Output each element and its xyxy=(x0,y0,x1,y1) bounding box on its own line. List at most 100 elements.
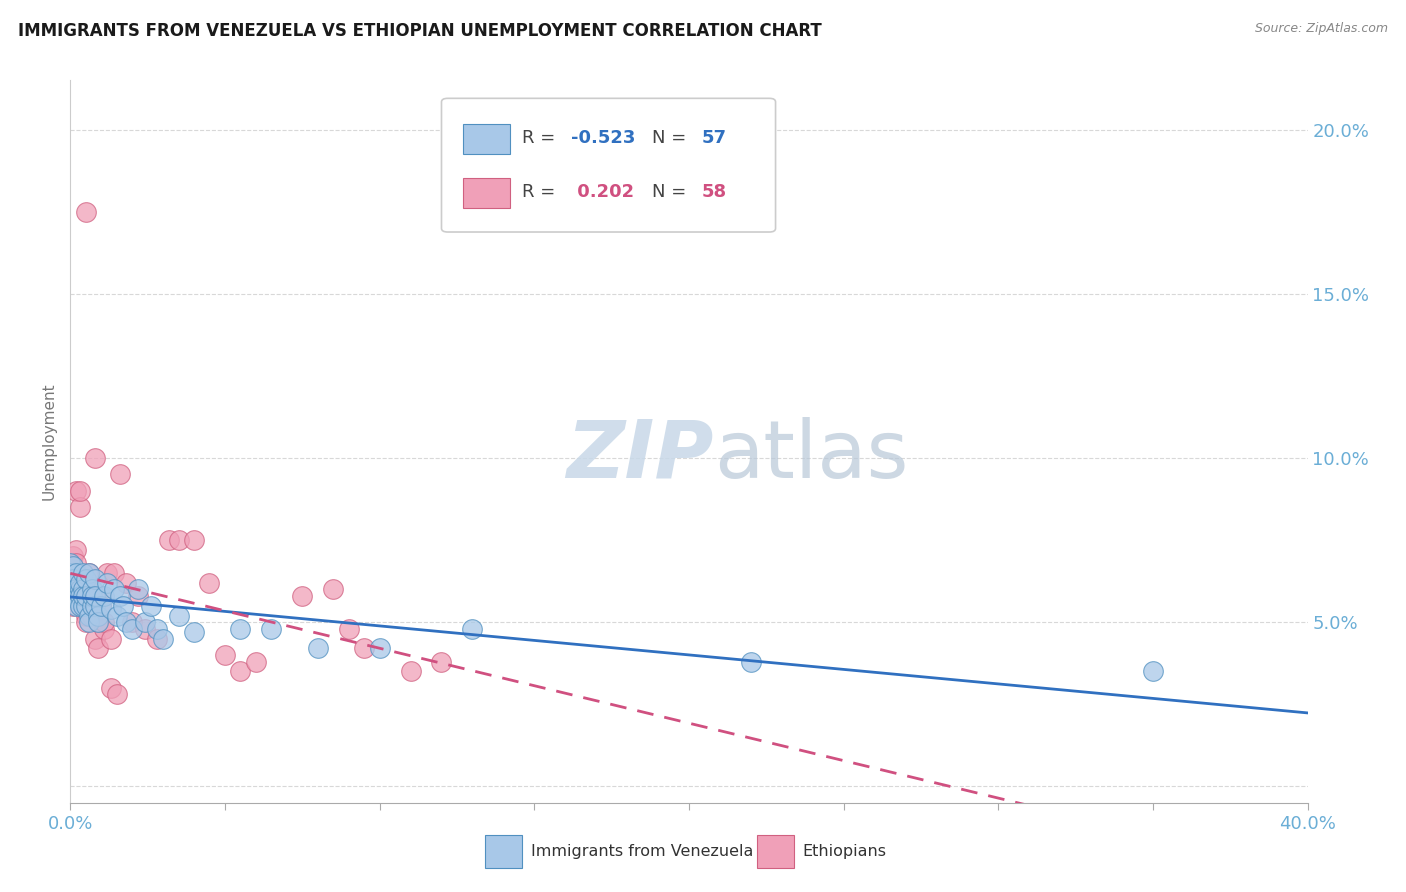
Text: ZIP: ZIP xyxy=(567,417,714,495)
Point xyxy=(65,483,87,498)
Point xyxy=(127,589,149,603)
Point xyxy=(77,615,100,630)
Point xyxy=(430,655,453,669)
Point xyxy=(134,622,156,636)
Point xyxy=(65,566,87,580)
Point xyxy=(80,582,103,597)
Point xyxy=(69,575,91,590)
Point xyxy=(77,566,100,580)
Point xyxy=(65,592,87,607)
Point xyxy=(75,615,97,630)
Point xyxy=(72,599,94,613)
Point xyxy=(77,566,100,580)
Point xyxy=(62,582,84,597)
Point xyxy=(337,622,360,636)
Point xyxy=(121,622,143,636)
Point xyxy=(62,589,84,603)
Point xyxy=(322,582,344,597)
Point xyxy=(59,556,82,570)
Point xyxy=(103,582,125,597)
Point xyxy=(80,608,103,623)
Point xyxy=(353,641,375,656)
Point xyxy=(75,573,97,587)
Point xyxy=(198,575,221,590)
Point xyxy=(62,582,84,597)
Point xyxy=(75,599,97,613)
Point xyxy=(84,589,107,603)
Point xyxy=(59,575,82,590)
Point xyxy=(65,582,87,597)
Point xyxy=(152,632,174,646)
Point xyxy=(75,204,97,219)
Point xyxy=(105,687,128,701)
Point xyxy=(108,589,131,603)
Point xyxy=(100,681,122,695)
Point xyxy=(80,582,103,597)
Point xyxy=(183,625,205,640)
Point xyxy=(90,589,112,603)
Point xyxy=(260,622,283,636)
Point xyxy=(77,608,100,623)
Point xyxy=(115,575,138,590)
Y-axis label: Unemployment: Unemployment xyxy=(42,383,58,500)
Point xyxy=(69,589,91,603)
Text: 58: 58 xyxy=(702,183,727,202)
Point xyxy=(127,582,149,597)
Point xyxy=(146,632,169,646)
Point xyxy=(740,655,762,669)
Text: IMMIGRANTS FROM VENEZUELA VS ETHIOPIAN UNEMPLOYMENT CORRELATION CHART: IMMIGRANTS FROM VENEZUELA VS ETHIOPIAN U… xyxy=(18,22,823,40)
Point xyxy=(65,575,87,590)
Point xyxy=(62,589,84,603)
Point xyxy=(59,566,82,580)
Point xyxy=(84,632,107,646)
Point xyxy=(87,641,110,656)
FancyBboxPatch shape xyxy=(463,124,509,154)
Point xyxy=(75,589,97,603)
Point xyxy=(100,632,122,646)
Point xyxy=(93,589,115,603)
Point xyxy=(100,602,122,616)
Point xyxy=(62,599,84,613)
Point xyxy=(214,648,236,662)
Point xyxy=(62,559,84,574)
Point xyxy=(139,599,162,613)
FancyBboxPatch shape xyxy=(756,835,794,868)
Point xyxy=(245,655,267,669)
FancyBboxPatch shape xyxy=(463,178,509,208)
Text: 0.202: 0.202 xyxy=(571,183,634,202)
Point xyxy=(87,615,110,630)
Point xyxy=(62,549,84,564)
Text: atlas: atlas xyxy=(714,417,908,495)
Text: R =: R = xyxy=(522,129,561,147)
Point xyxy=(87,608,110,623)
Point xyxy=(1142,665,1164,679)
Text: N =: N = xyxy=(652,129,692,147)
Point xyxy=(65,582,87,597)
Point xyxy=(72,582,94,597)
Point xyxy=(87,615,110,630)
FancyBboxPatch shape xyxy=(485,835,522,868)
Point xyxy=(59,566,82,580)
Point xyxy=(75,608,97,623)
Point xyxy=(183,533,205,547)
Point xyxy=(80,589,103,603)
Point xyxy=(84,450,107,465)
Point xyxy=(69,599,91,613)
Text: -0.523: -0.523 xyxy=(571,129,636,147)
Point xyxy=(307,641,329,656)
Point xyxy=(96,566,118,580)
Point xyxy=(93,615,115,630)
Point xyxy=(90,599,112,613)
Point xyxy=(134,615,156,630)
Point xyxy=(72,599,94,613)
Text: Ethiopians: Ethiopians xyxy=(803,844,887,859)
Point xyxy=(65,556,87,570)
Point xyxy=(72,582,94,597)
Point xyxy=(105,608,128,623)
Text: 57: 57 xyxy=(702,129,727,147)
Point xyxy=(96,575,118,590)
Point xyxy=(111,599,134,613)
Point xyxy=(62,573,84,587)
Point xyxy=(80,599,103,613)
Point xyxy=(69,582,91,597)
